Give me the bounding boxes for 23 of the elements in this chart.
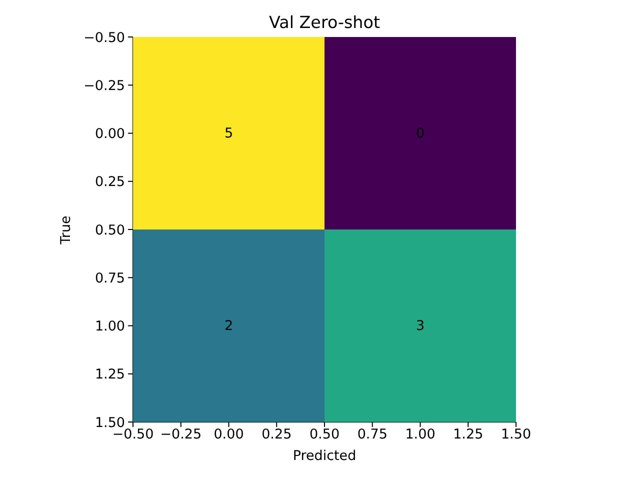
chart-title: Val Zero-shot — [268, 12, 382, 32]
y-tick-label: 0.75 — [94, 270, 125, 286]
x-tick-label: 1.00 — [405, 426, 436, 443]
data-label: 0 — [416, 125, 425, 142]
data-label: 3 — [416, 318, 425, 334]
y-tick-label: 0.00 — [94, 126, 125, 142]
y-tick-label: −0.50 — [84, 30, 125, 46]
x-tick-label: 0.50 — [309, 426, 340, 443]
y-tick-label: 1.25 — [94, 366, 125, 383]
x-tick-label: 1.50 — [500, 426, 532, 443]
y-tick-label: −0.25 — [84, 78, 125, 94]
x-tick-label: 0.25 — [262, 426, 292, 443]
x-tick-label: 0.75 — [357, 426, 388, 443]
data-label: 5 — [224, 125, 234, 142]
x-tick-label: −0.25 — [160, 426, 202, 443]
y-tick-label: 1.00 — [94, 318, 125, 335]
x-tick-label: 0.00 — [214, 426, 244, 443]
x-tick-label: 1.25 — [453, 426, 484, 443]
x-axis-title: Predicted — [292, 448, 358, 465]
y-tick-label: 0.50 — [94, 222, 125, 238]
data-label: 2 — [224, 318, 234, 334]
y-axis-title: True — [57, 214, 75, 246]
y-tick-label: 0.25 — [94, 174, 125, 190]
